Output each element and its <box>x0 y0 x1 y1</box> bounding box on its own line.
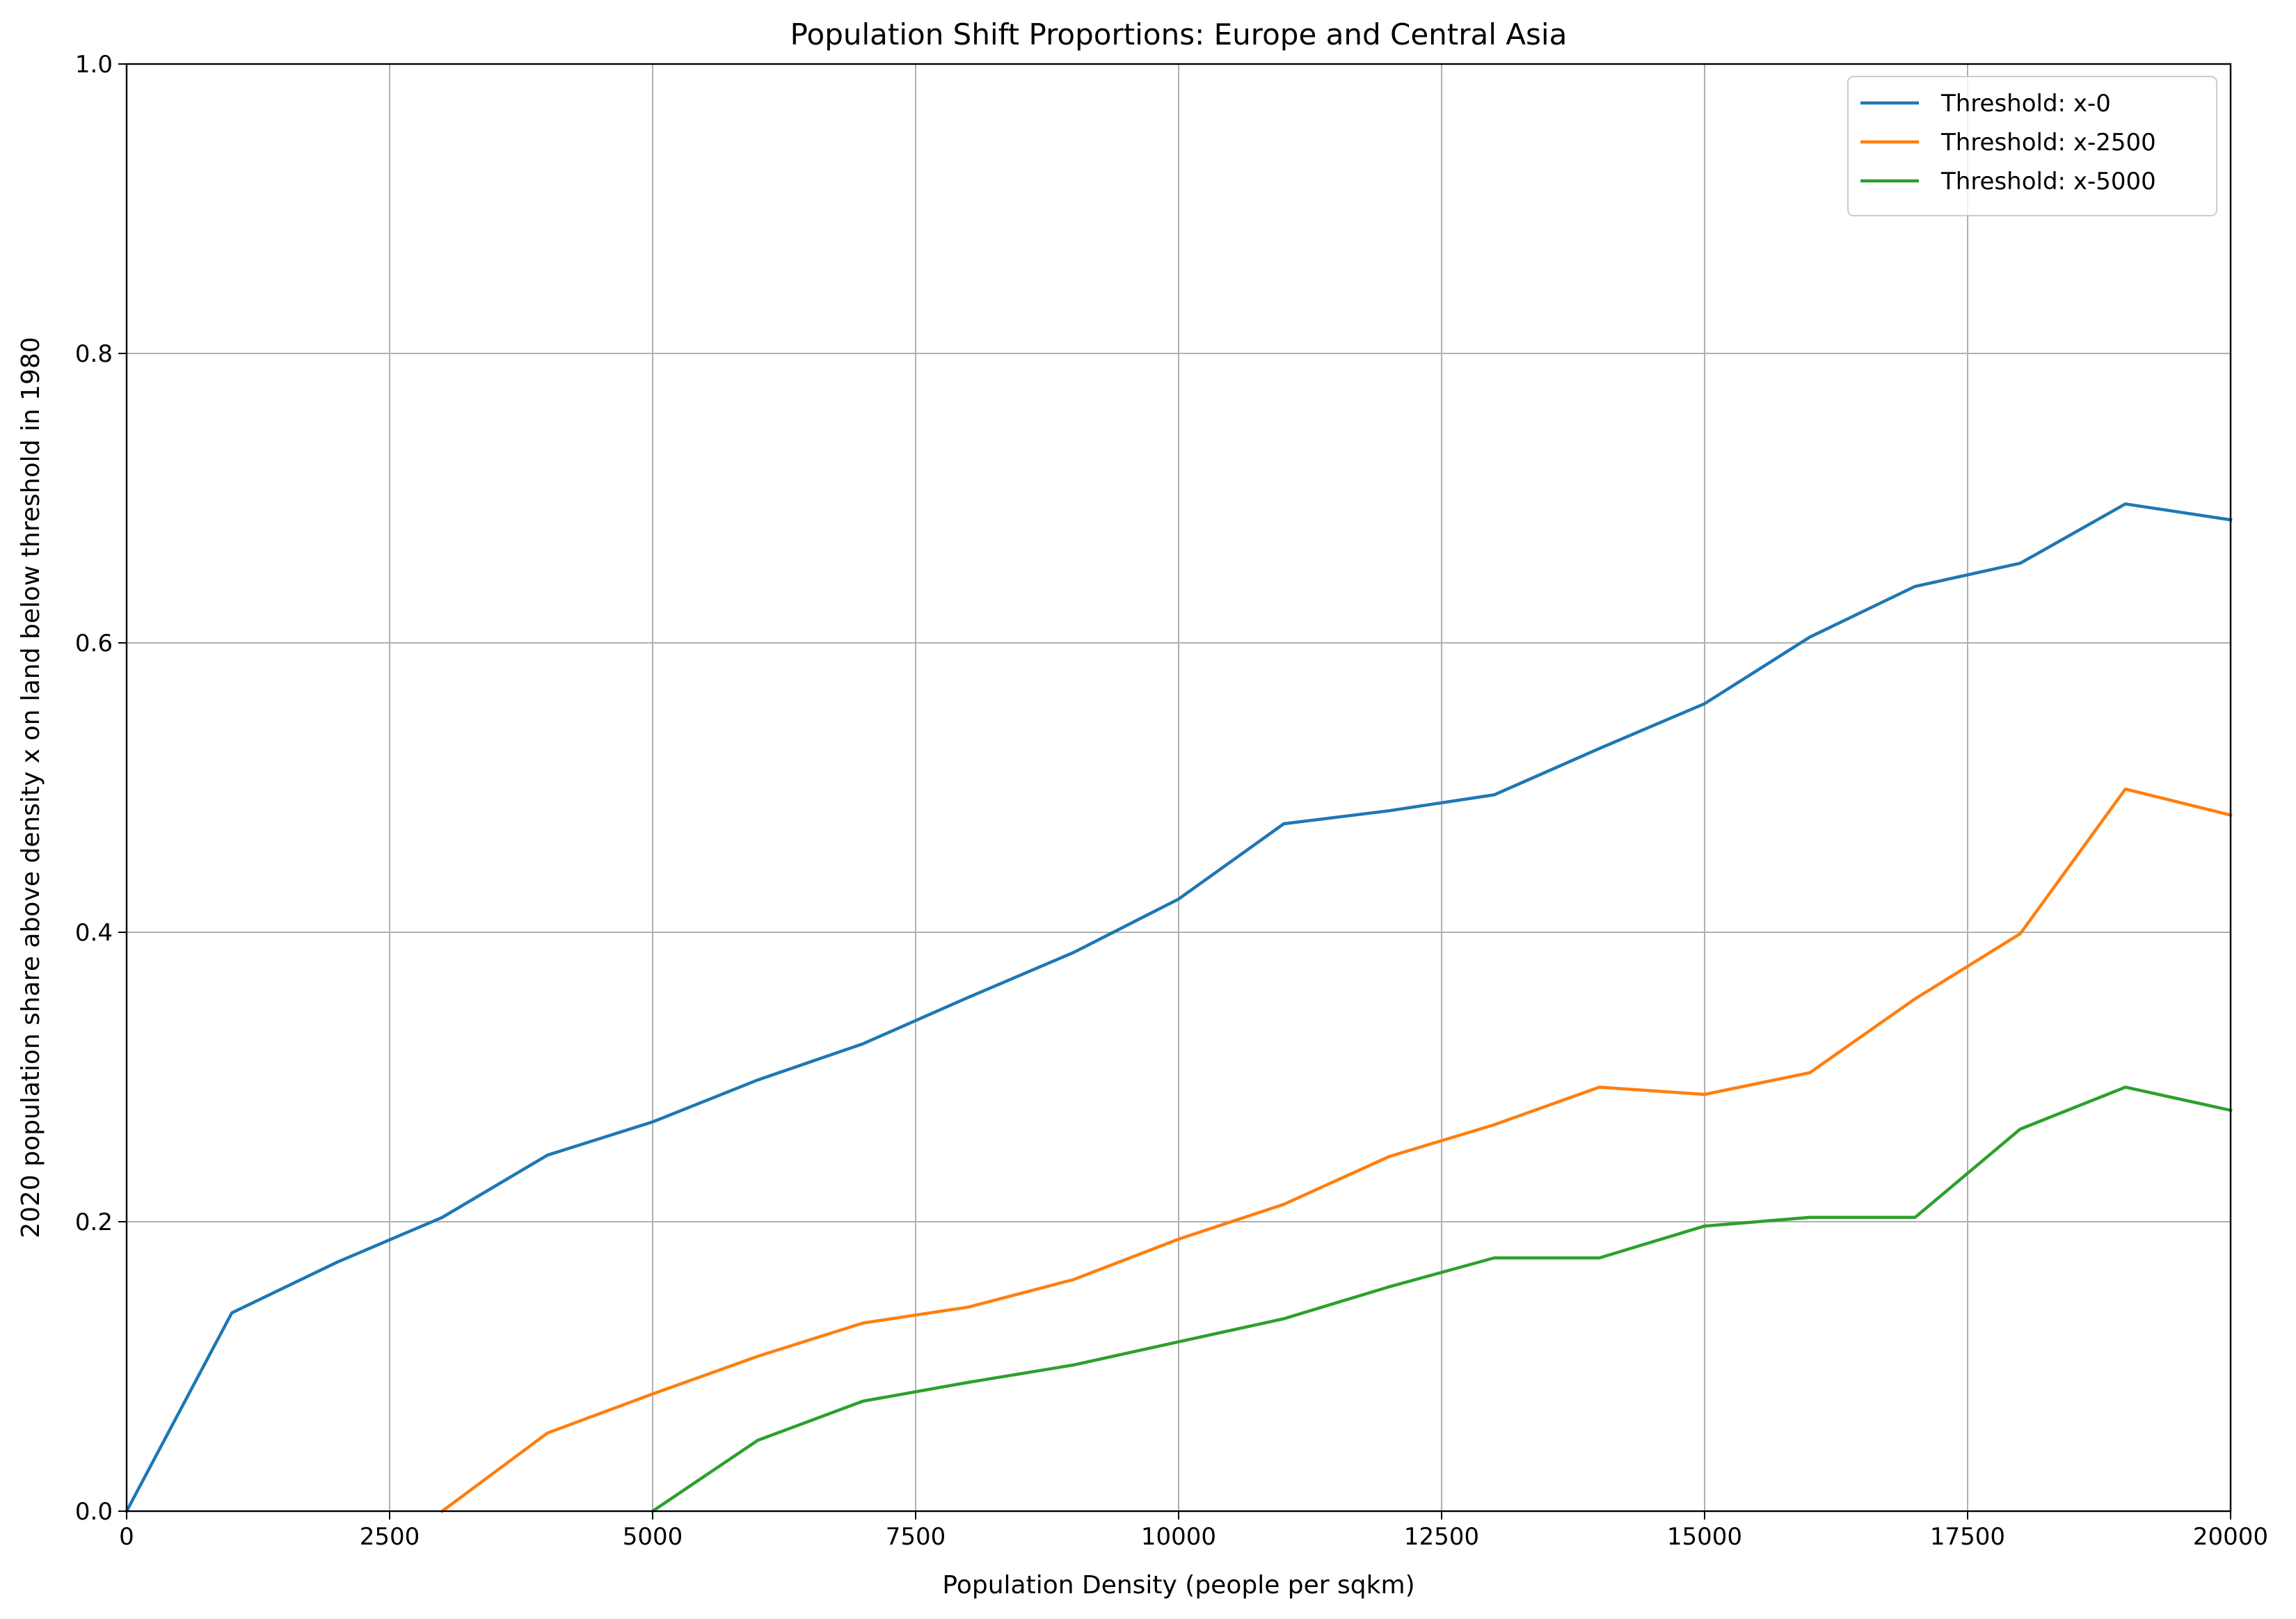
x-tick-label: 15000 <box>1667 1523 1742 1551</box>
series-lines <box>124 502 2233 1514</box>
x-axis-label: Population Density (people per sqkm) <box>942 1571 1414 1600</box>
legend-label-2: Threshold: x-2500 <box>1940 129 2156 157</box>
legend-label-3: Threshold: x-5000 <box>1940 168 2156 196</box>
y-tick-label: 1.0 <box>75 51 113 79</box>
series-line-3 <box>650 1085 2233 1514</box>
y-axis-label: 2020 population share above density x on… <box>17 337 45 1238</box>
y-tick-label: 0.0 <box>75 1498 113 1526</box>
x-tick-label: 10000 <box>1141 1523 1216 1551</box>
chart-title: Population Shift Proportions: Europe and… <box>790 17 1568 51</box>
series-line-1 <box>124 502 2233 1514</box>
series-line-2 <box>440 787 2233 1514</box>
x-tick-label: 20000 <box>2193 1523 2268 1551</box>
y-tick-label: 0.8 <box>75 340 113 368</box>
grid-lines <box>126 63 2231 1512</box>
x-tick-label: 17500 <box>1930 1523 2005 1551</box>
legend-label-1: Threshold: x-0 <box>1940 90 2111 118</box>
x-tick-label: 7500 <box>886 1523 946 1551</box>
y-tick-label: 0.6 <box>75 630 113 657</box>
x-tick-label: 5000 <box>623 1523 683 1551</box>
x-tick-label: 0 <box>119 1523 134 1551</box>
legend: Threshold: x-0 Threshold: x-2500 Threshold… <box>1847 76 2217 216</box>
y-tick-label: 0.4 <box>75 919 113 947</box>
y-tick-label: 0.2 <box>75 1209 113 1236</box>
x-tick-label: 12500 <box>1404 1523 1479 1551</box>
axis-ticks: 0 2500 5000 7500 10000 12500 15000 17500 20000 0.… <box>75 51 2268 1551</box>
x-tick-label: 2500 <box>360 1523 420 1551</box>
legend-box <box>1847 76 2217 216</box>
